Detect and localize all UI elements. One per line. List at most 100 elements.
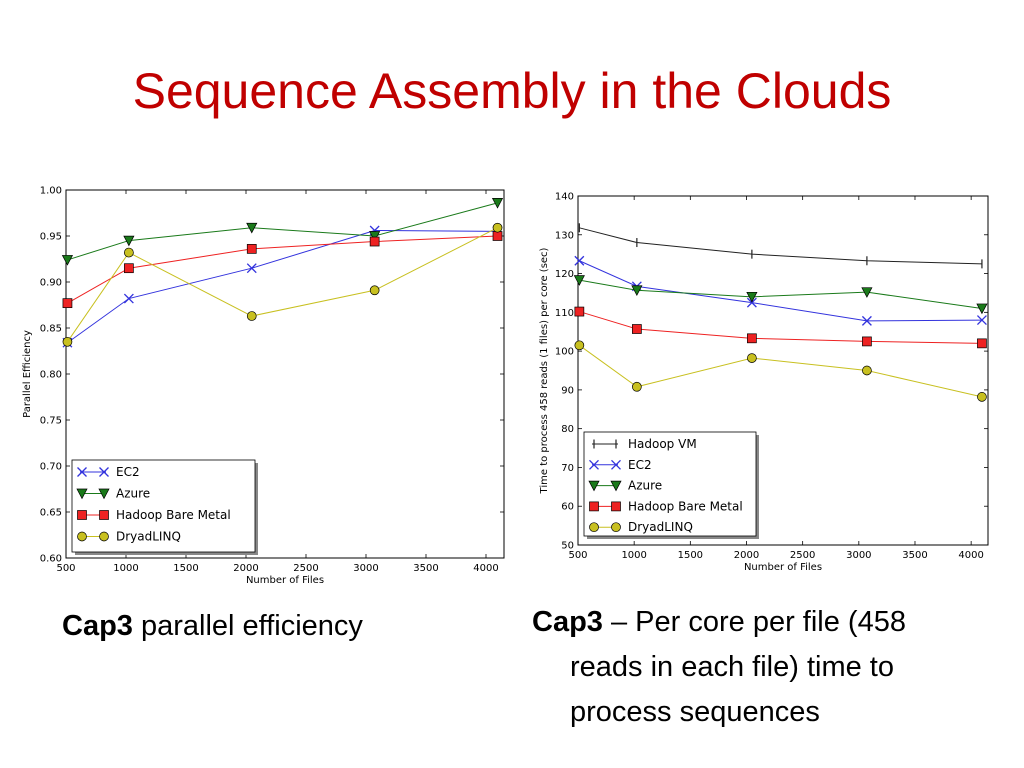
chart-1-legend-label: DryadLINQ — [628, 520, 693, 534]
chart-1-legend: Hadoop VM EC2 Azure Hadoop Bare Metal DryadL… — [583, 431, 759, 539]
chart-0-xtick-label: 4000 — [473, 563, 498, 574]
chart-1-ytick-label: 110 — [555, 308, 574, 319]
chart-0-series-3-point — [124, 247, 134, 258]
chart-1-yaxis-label: Time to process 458 reads (1 files) per … — [539, 247, 550, 494]
chart-0-legend-marker — [76, 488, 88, 500]
chart-1-legend-marker-stroke-b — [611, 459, 621, 470]
chart-1-legend-marker — [589, 501, 599, 512]
chart-0-legend-marker-stroke-b — [99, 467, 109, 477]
chart-1-series-4-point — [977, 392, 987, 402]
chart-1-series-3-point — [977, 338, 987, 349]
chart-1-xtick-label: 1500 — [678, 550, 703, 561]
chart-1-xtick-label: 2500 — [790, 550, 815, 561]
chart-1-legend-marker — [589, 522, 599, 533]
chart-1-ytick-label: 80 — [561, 424, 574, 435]
chart-0-legend-marker — [99, 510, 109, 520]
chart-0-series-3-point — [369, 285, 380, 296]
chart-0-series-2-point — [124, 263, 134, 274]
chart-0-ytick-label: 0.75 — [40, 416, 62, 427]
chart-1-series-4-point — [632, 381, 642, 392]
chart-0-ytick-label: 1.00 — [40, 186, 62, 197]
chart-0-series-3-point — [246, 311, 257, 321]
chart-0-series-3 — [62, 222, 503, 347]
chart-0-series-3-point — [62, 336, 73, 347]
chart-0-ytick-label: 0.90 — [40, 278, 62, 289]
chart-1-legend-marker — [589, 459, 599, 470]
chart-0-series-3-point — [492, 222, 503, 233]
chart-1-series-3-point — [862, 336, 872, 347]
chart-1-series-1-point-stroke-b — [861, 315, 872, 326]
chart-0-yaxis-label: Parallel Efficiency — [22, 330, 33, 418]
chart-0-legend-marker — [77, 467, 87, 477]
chart-0-legend-label: Azure — [116, 487, 150, 501]
chart-1-ytick-label: 100 — [555, 347, 574, 358]
chart-1-series-2-point — [976, 303, 988, 315]
chart-0-ytick-label: 0.70 — [40, 462, 62, 473]
chart-1-series-4-point — [862, 365, 872, 376]
chart-1-legend-label: Hadoop Bare Metal — [628, 499, 743, 513]
caption-left-bold: Cap3 — [62, 610, 133, 642]
chart-1-series-0 — [578, 223, 983, 269]
chart-0-legend-marker — [99, 467, 109, 477]
chart-1-legend-entry: EC2 — [589, 458, 652, 472]
chart-0-series-1-point — [123, 235, 135, 247]
chart-0-legend-marker — [77, 531, 87, 542]
chart-0-series-1-point — [369, 231, 381, 242]
chart-0-series-0-point — [246, 263, 257, 274]
chart-0-legend-entry: DryadLINQ — [77, 530, 181, 544]
caption-right-line1-text: – Per core per file (458 — [602, 606, 906, 638]
chart-0-series-1-point — [491, 198, 504, 209]
chart-1-series-1-point-stroke-b — [976, 315, 987, 326]
chart-1-legend-marker — [611, 501, 621, 512]
chart-0-legend-label: DryadLINQ — [116, 530, 181, 544]
chart-0-xtick-label: 1000 — [113, 563, 138, 574]
chart-0-series-0-point — [123, 293, 134, 304]
chart-1-svg: 500 1000 1500 2000 2500 3000 3500 4000 50 60 70 80 9… — [539, 192, 989, 573]
chart-0-xtick-label: 3500 — [413, 563, 438, 574]
chart-1-ytick-label: 90 — [561, 385, 574, 396]
chart-0-series-2-point — [246, 244, 257, 254]
chart-0-ytick-label: 0.85 — [40, 324, 62, 335]
caption-right-line2: reads in each file) time to — [570, 651, 894, 683]
chart-0-xtick-label: 3000 — [353, 563, 378, 574]
chart-1-series-2-point — [861, 287, 873, 298]
chart-0-xaxis-label: Number of Files — [246, 575, 324, 586]
chart-1-legend-entry: DryadLINQ — [589, 520, 693, 534]
chart-0-xtick-label: 500 — [56, 563, 75, 574]
chart-1-legend-entry: Azure — [588, 479, 662, 493]
chart-1-ytick-label: 120 — [555, 269, 574, 280]
chart-0-svg: 500 1000 1500 2000 2500 3000 3500 4000 0.60 0.65 0… — [22, 186, 505, 586]
chart-1-series-4-point — [574, 340, 585, 351]
chart-1-ytick-label: 60 — [561, 502, 574, 513]
chart-0-ytick-label: 0.65 — [40, 508, 62, 519]
chart-1-ytick-label: 70 — [561, 463, 574, 474]
chart-1-ytick-label: 140 — [555, 192, 574, 203]
chart-0-series-1 — [61, 198, 504, 266]
caption-left-text: parallel efficiency — [132, 610, 363, 642]
chart-1-series-4 — [574, 340, 987, 402]
chart-1-series-3 — [574, 306, 987, 349]
chart-1-series-4-point — [747, 353, 757, 363]
chart-1-legend-marker — [611, 459, 621, 470]
chart-0-legend-marker — [77, 510, 87, 520]
chart-0-series-0-point-stroke-b — [123, 293, 134, 304]
chart-1-series-1-point — [976, 315, 987, 326]
chart-1-legend-marker-stroke-b — [589, 459, 599, 470]
chart-1-legend-label: EC2 — [628, 458, 652, 472]
caption-right-bold: Cap3 — [532, 606, 603, 638]
chart-1-series-1-point — [746, 297, 757, 308]
chart-0-legend-label: EC2 — [116, 465, 140, 479]
chart-1-series-1-point-stroke-b — [574, 255, 585, 266]
chart-1-series-3-point — [574, 306, 585, 317]
chart-0-xtick-label: 2500 — [293, 563, 318, 574]
chart-0-legend-marker — [99, 531, 109, 542]
chart-0-series-0-point-stroke-b — [246, 263, 257, 274]
chart-0-series-2-point — [492, 231, 503, 241]
chart-1-legend-marker — [610, 480, 622, 492]
chart-1-series-2-point — [631, 285, 643, 296]
chart-1-series-2-point — [573, 275, 585, 286]
chart-1-series-1-point-stroke-b — [746, 297, 757, 308]
chart-0-series-2-point — [62, 298, 73, 309]
chart-1-series-1-point — [861, 315, 872, 326]
chart-1-xtick-label: 3500 — [902, 550, 927, 561]
